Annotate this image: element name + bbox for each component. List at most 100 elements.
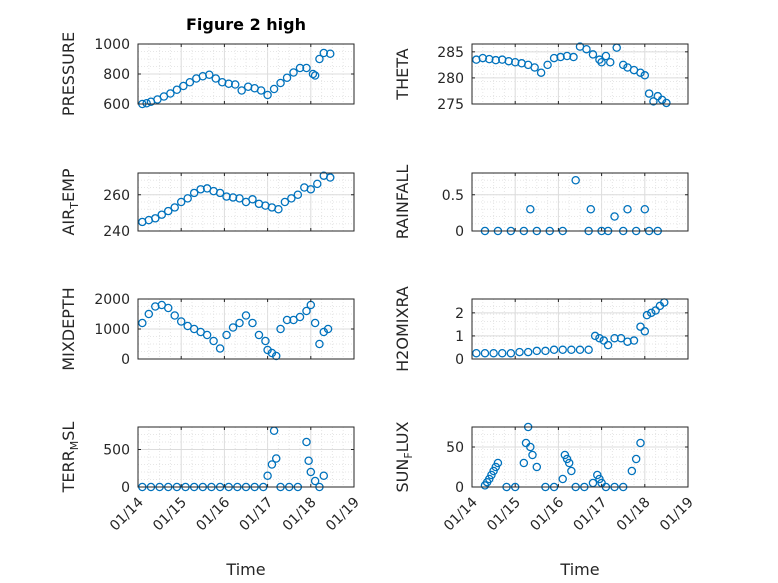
data-point (224, 79, 233, 89)
ytick-label: 600 (103, 97, 130, 113)
data-point (532, 346, 542, 356)
data-point (325, 173, 335, 182)
data-point (302, 306, 311, 316)
data-point (319, 471, 329, 480)
data-point (241, 311, 251, 320)
data-point (308, 69, 318, 79)
data-point (541, 346, 550, 356)
subplot-7: 0 500 01/14 01/15 01/16 01/17 01/18 01/19 Time TE… (59, 422, 363, 579)
data-point (163, 206, 173, 216)
data-point (315, 339, 324, 349)
data-point (306, 467, 316, 477)
ylabel-7: TERRMSL (59, 422, 81, 494)
ytick-label: 50 (446, 440, 464, 456)
data-point (575, 345, 585, 355)
data-point (179, 81, 188, 91)
data-point (172, 85, 182, 95)
data-point (138, 318, 147, 328)
data-series (472, 298, 669, 358)
data-point (493, 458, 503, 468)
data-point (319, 48, 329, 58)
data-point (293, 190, 303, 199)
data-point (185, 78, 195, 87)
data-point (282, 73, 292, 83)
data-point (271, 454, 281, 463)
data-point (289, 68, 298, 77)
data-point (567, 466, 576, 476)
data-point (526, 204, 535, 214)
data-point (627, 466, 637, 476)
data-point (593, 470, 602, 480)
ytick-label: 240 (103, 224, 130, 240)
data-point (315, 54, 324, 64)
data-point (222, 330, 231, 340)
xtick-label: 01/18 (280, 495, 320, 535)
data-point (543, 60, 552, 70)
data-point (211, 74, 221, 83)
data-point (610, 333, 619, 343)
data-point (310, 318, 320, 328)
data-point (302, 437, 311, 447)
data-point (618, 60, 628, 70)
ylabel-5: MIXDEPTH (59, 287, 78, 370)
data-series (138, 171, 335, 227)
data-point (491, 462, 501, 472)
data-point (189, 188, 199, 198)
xtick-label: 01/14 (441, 494, 481, 534)
data-point (310, 476, 320, 486)
ylabel-6: H2OMIXRA (393, 286, 412, 372)
data-point (662, 98, 671, 108)
data-point (295, 312, 305, 322)
data-point (313, 179, 322, 189)
data-point (567, 345, 576, 355)
data-point (601, 51, 611, 61)
data-point (489, 348, 498, 358)
xtick-label: 01/19 (323, 495, 363, 535)
xtick-label: 01/15 (150, 495, 190, 535)
data-point (560, 450, 570, 460)
data-point (151, 214, 160, 223)
ylabel-3: AIRTEMP (59, 168, 81, 235)
xtick-label: 01/17 (237, 495, 277, 535)
data-point (176, 317, 186, 326)
data-point (549, 345, 559, 355)
data-point (558, 474, 567, 484)
data-point (649, 97, 658, 106)
data-point (640, 204, 650, 214)
data-point (304, 456, 313, 465)
data-point (491, 55, 501, 65)
data-point (248, 318, 257, 328)
axes-frame (471, 298, 689, 360)
data-point (170, 203, 179, 212)
data-point (261, 336, 270, 346)
ylabel-1: PRESSURE (59, 32, 78, 116)
ytick-label: 285 (437, 45, 464, 61)
ytick-label: 800 (103, 67, 130, 83)
data-point (605, 58, 615, 67)
data-point (235, 318, 244, 328)
grid (471, 43, 689, 105)
data-point (183, 194, 192, 203)
data-point (282, 315, 292, 325)
data-point (571, 175, 580, 185)
ytick-label: 280 (437, 71, 464, 87)
xtick-label: 01/16 (193, 494, 233, 534)
data-point (144, 309, 154, 319)
ytick-label: 0.5 (442, 188, 464, 204)
subplot-8: 0 50 01/14 01/15 01/16 01/17 01/18 01/19 Time SUN… (393, 421, 697, 579)
grid (137, 43, 355, 105)
data-point (487, 470, 496, 480)
data-point (631, 454, 641, 464)
data-point (202, 330, 212, 340)
data-series (138, 300, 333, 361)
data-point (274, 204, 283, 214)
data-point (558, 345, 567, 355)
data-point (205, 70, 214, 80)
data-point (595, 333, 604, 343)
subplot-6: 0 1 2 H2OMIXRA (393, 286, 689, 372)
data-point (519, 458, 529, 468)
data-point (271, 351, 281, 361)
data-point (166, 89, 175, 98)
ytick-label: 0 (455, 352, 464, 368)
data-point (485, 474, 494, 484)
